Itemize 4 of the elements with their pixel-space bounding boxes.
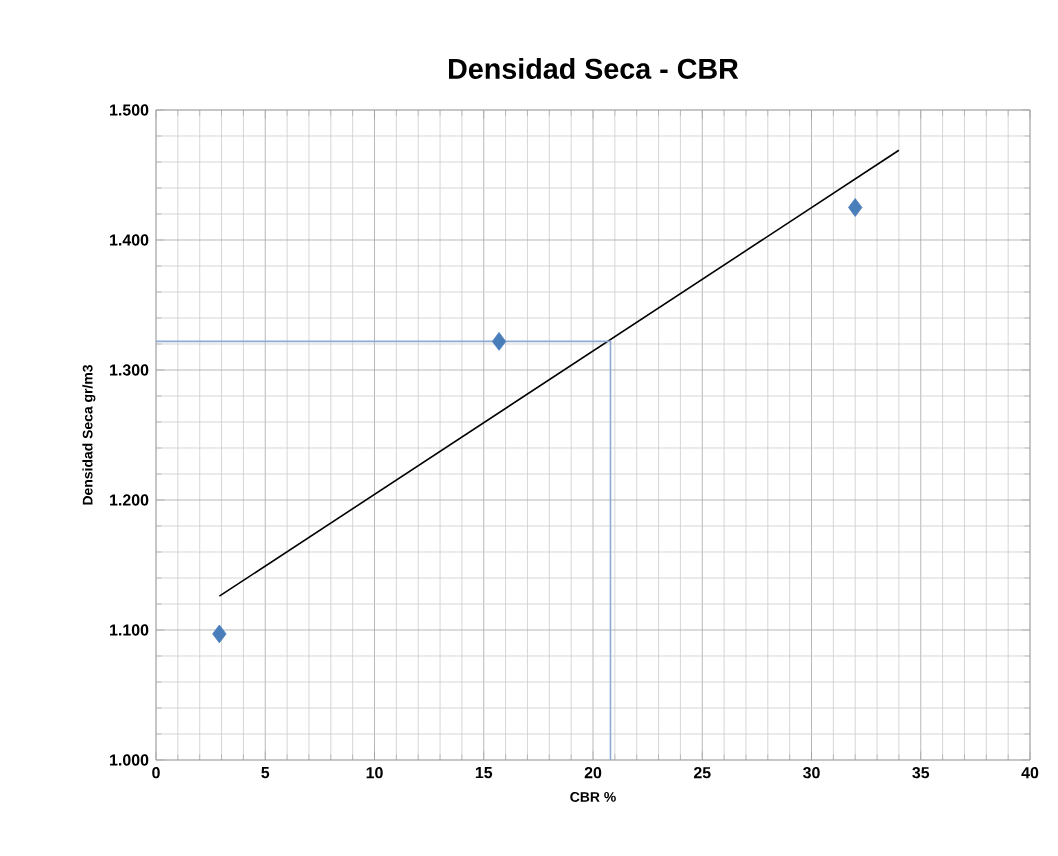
point [212,624,227,644]
chart-title: Densidad Seca - CBR [449,57,739,79]
point [491,332,507,351]
point [848,198,863,217]
